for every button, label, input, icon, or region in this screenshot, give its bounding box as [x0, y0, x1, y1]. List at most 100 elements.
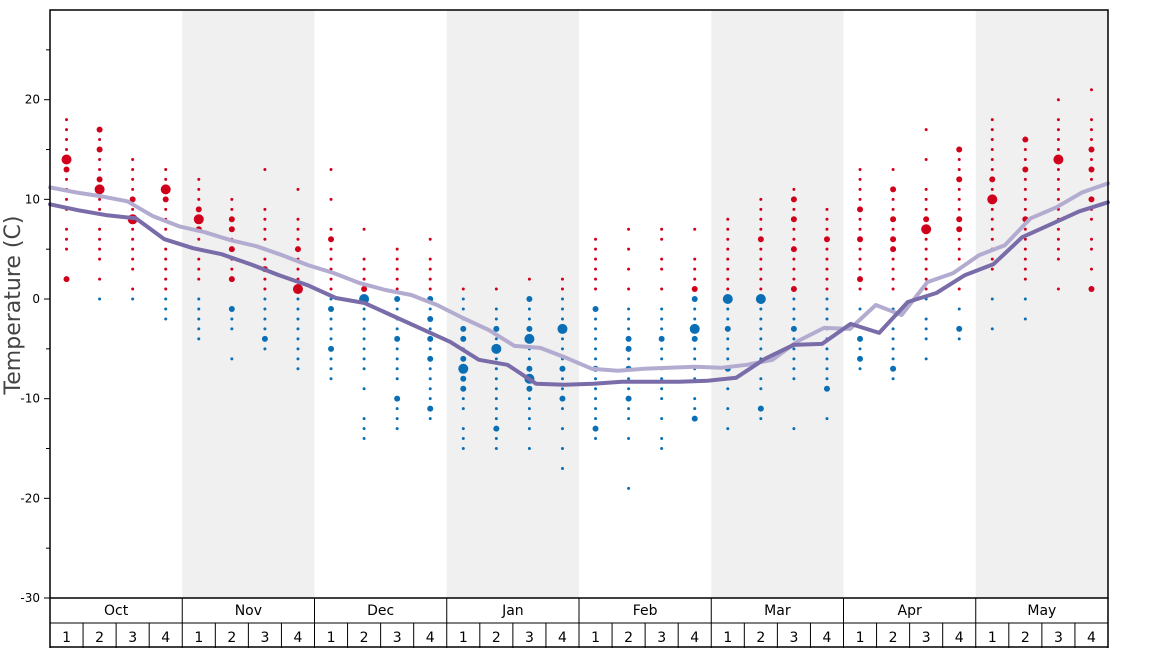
temperature-dot — [990, 187, 994, 191]
temperature-dot — [228, 216, 235, 223]
temperature-dot — [494, 437, 498, 441]
temperature-dot — [98, 207, 102, 211]
temperature-dot — [329, 337, 333, 341]
temperature-dot — [129, 196, 136, 203]
temperature-dot — [693, 277, 697, 281]
temperature-dot — [594, 347, 598, 351]
week-label: 2 — [1021, 630, 1030, 646]
temperature-dot — [428, 377, 432, 381]
temperature-dot — [263, 277, 267, 281]
temperature-dot — [825, 347, 829, 351]
temperature-dot — [924, 317, 928, 321]
temperature-dot — [164, 167, 168, 171]
temperature-dot — [461, 287, 465, 291]
temperature-dot — [759, 287, 763, 291]
temperature-dot — [957, 157, 961, 161]
week-label: 4 — [426, 630, 435, 646]
temperature-dot — [494, 417, 498, 421]
temperature-dot — [362, 267, 366, 271]
temperature-dot — [228, 305, 235, 312]
temperature-dot — [526, 325, 533, 332]
temperature-dot — [527, 277, 531, 281]
temperature-dot — [660, 267, 664, 271]
temperature-dot — [858, 367, 862, 371]
temperature-dot — [362, 347, 366, 351]
temperature-dot — [263, 167, 267, 171]
temperature-dot — [1023, 237, 1027, 241]
temperature-dot — [263, 257, 267, 261]
week-label: 2 — [624, 630, 633, 646]
temperature-dot — [560, 407, 564, 411]
temperature-dot — [65, 138, 69, 142]
temperature-dot — [228, 246, 235, 253]
temperature-dot — [329, 257, 333, 261]
temperature-dot — [759, 327, 763, 331]
temperature-dot — [594, 287, 598, 291]
week-label: 3 — [393, 630, 402, 646]
week-label: 2 — [492, 630, 501, 646]
temperature-dot — [328, 345, 335, 352]
temperature-dot — [1056, 287, 1060, 291]
temperature-dot — [329, 377, 333, 381]
temperature-dot — [1056, 98, 1060, 102]
month-band — [711, 10, 844, 598]
temperature-dot — [759, 347, 763, 351]
temperature-dot — [560, 387, 564, 391]
temperature-dot — [1056, 237, 1060, 241]
month-label: Jan — [501, 603, 524, 619]
temperature-dot — [394, 395, 401, 402]
temperature-dot — [1022, 166, 1029, 173]
y-tick-label: -20 — [20, 491, 40, 505]
month-bands — [182, 10, 1108, 598]
temperature-dot — [792, 367, 796, 371]
temperature-dot — [627, 327, 631, 331]
temperature-dot — [627, 267, 631, 271]
temperature-dot — [759, 267, 763, 271]
temperature-dot — [1056, 128, 1060, 132]
temperature-dot — [924, 357, 928, 361]
temperature-dot — [726, 217, 730, 221]
temperature-dot — [726, 247, 730, 251]
temperature-dot — [825, 247, 829, 251]
temperature-dot — [460, 385, 467, 392]
week-label: 2 — [756, 630, 765, 646]
temperature-dot — [98, 227, 102, 231]
temperature-dot — [792, 357, 796, 361]
temperature-dot — [96, 126, 103, 133]
temperature-dot — [957, 167, 961, 171]
temperature-dot — [1056, 138, 1060, 142]
temperature-dot — [792, 257, 796, 261]
week-label: 2 — [95, 630, 104, 646]
temperature-dot — [594, 337, 598, 341]
month-band — [975, 10, 1108, 598]
temperature-dot — [1023, 257, 1027, 261]
temperature-dot — [395, 367, 399, 371]
temperature-dot — [197, 317, 201, 321]
temperature-dot — [990, 217, 994, 221]
temperature-dot — [460, 325, 467, 332]
temperature-dot — [726, 227, 730, 231]
temperature-dot — [825, 367, 829, 371]
temperature-dot — [491, 343, 502, 354]
temperature-dot — [395, 377, 399, 381]
temperature-dot — [98, 297, 102, 301]
temperature-dot — [790, 196, 797, 203]
temperature-dot — [792, 377, 796, 381]
temperature-dot — [891, 327, 895, 331]
temperature-dot — [1053, 154, 1064, 165]
temperature-dot — [759, 277, 763, 281]
temperature-dot — [329, 287, 333, 291]
temperature-dot — [197, 237, 201, 241]
temperature-dot — [395, 267, 399, 271]
week-label: 4 — [161, 630, 170, 646]
month-label: Oct — [104, 603, 129, 619]
temperature-dot — [1089, 177, 1093, 181]
temperature-dot — [131, 187, 135, 191]
temperature-dot — [230, 357, 234, 361]
temperature-dot — [957, 207, 961, 211]
temperature-dot — [660, 317, 664, 321]
temperature-dot — [627, 437, 631, 441]
temperature-dot — [891, 377, 895, 381]
temperature-dot — [296, 367, 300, 371]
temperature-dot — [230, 317, 234, 321]
